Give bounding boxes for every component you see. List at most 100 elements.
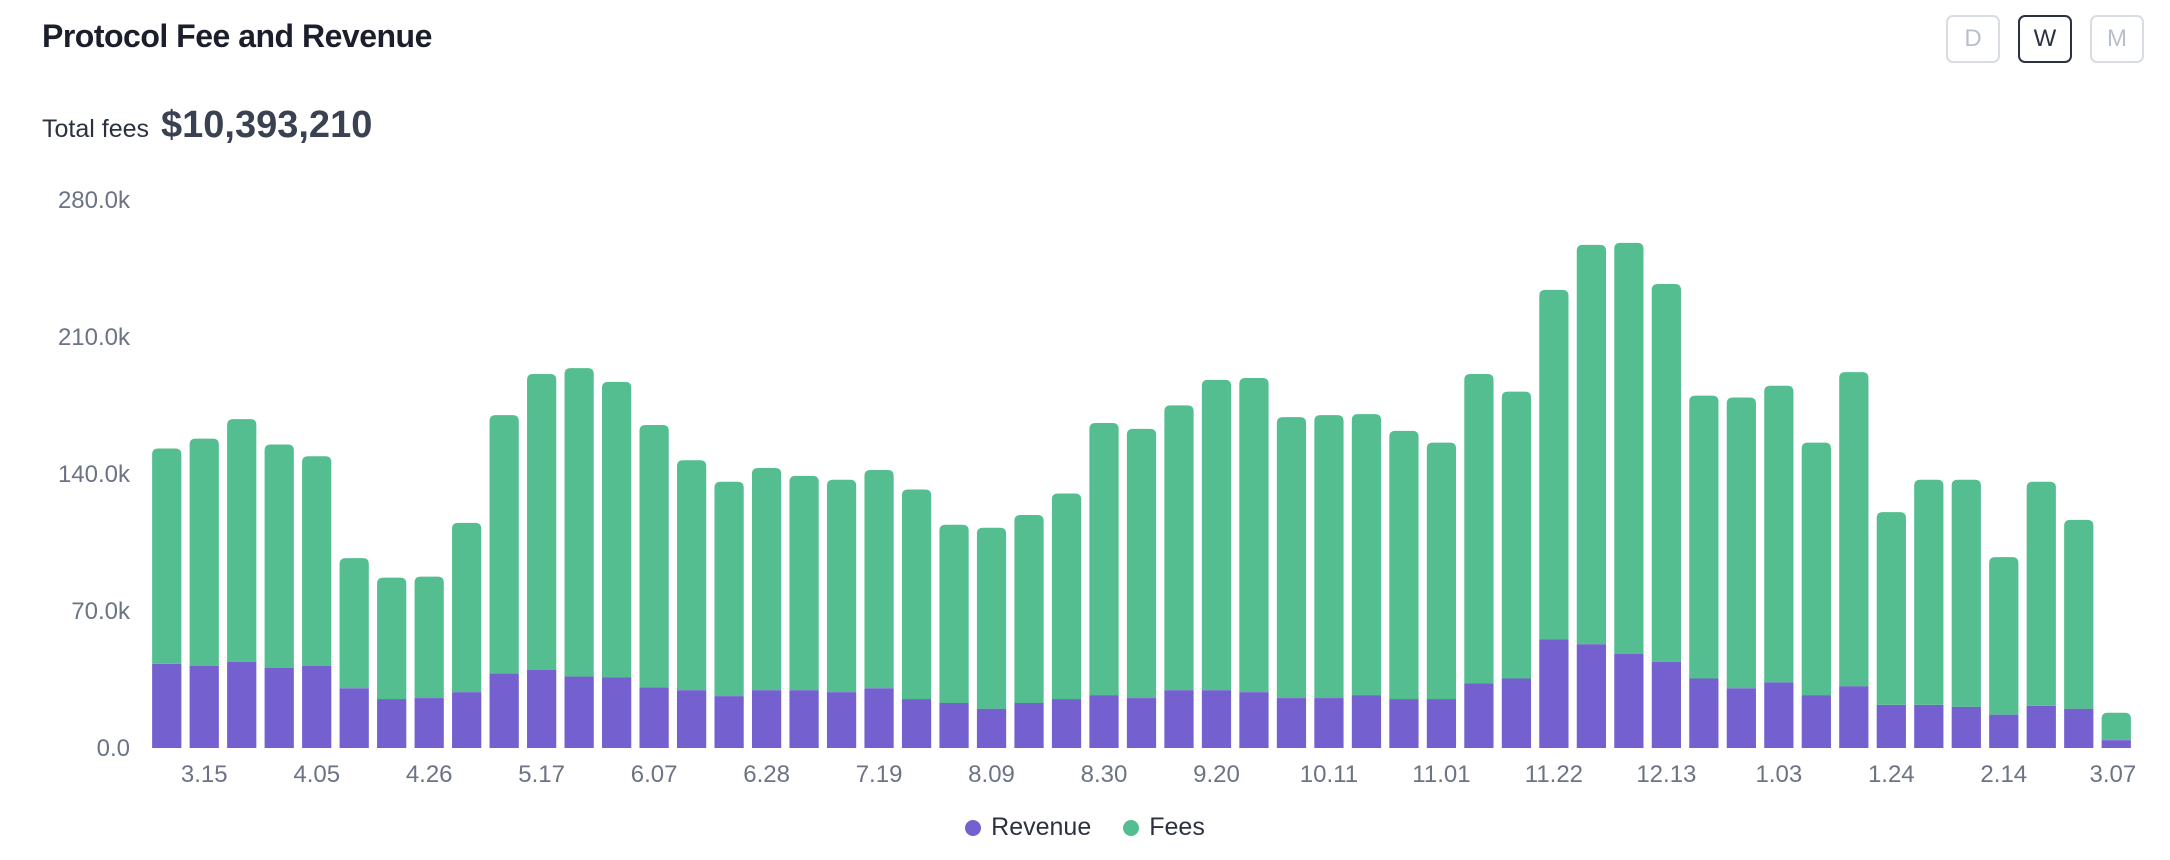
fees-bar[interactable]	[452, 522, 482, 693]
bar-stack[interactable]	[264, 444, 294, 748]
revenue-bar[interactable]	[527, 669, 557, 748]
bar-stack[interactable]	[1239, 377, 1269, 748]
bar-stack[interactable]	[489, 415, 519, 748]
bar-stack[interactable]	[676, 460, 707, 748]
fees-bar[interactable]	[976, 527, 1007, 709]
bar-stack[interactable]	[564, 368, 594, 748]
fees-bar[interactable]	[1389, 430, 1419, 700]
fees-bar[interactable]	[1876, 512, 1906, 705]
bar-stack[interactable]	[2064, 519, 2094, 748]
bar-stack[interactable]	[1126, 428, 1157, 748]
fees-bar[interactable]	[939, 524, 969, 703]
fees-bar[interactable]	[564, 368, 594, 677]
bar-stack[interactable]	[1726, 397, 1756, 748]
bar-stack[interactable]	[227, 419, 257, 748]
bar-stack[interactable]	[1201, 379, 1232, 748]
bar-stack[interactable]	[826, 479, 857, 748]
bar-stack[interactable]	[339, 558, 369, 748]
period-day-button[interactable]: D	[1946, 15, 2000, 63]
bar-stack[interactable]	[152, 448, 182, 748]
fees-bar[interactable]	[1689, 395, 1719, 679]
revenue-bar[interactable]	[976, 708, 1007, 748]
bar-stack[interactable]	[1801, 442, 1831, 748]
fees-bar[interactable]	[1726, 397, 1756, 689]
revenue-bar[interactable]	[1239, 692, 1269, 748]
fees-bar[interactable]	[1164, 405, 1194, 691]
revenue-bar[interactable]	[1389, 699, 1419, 748]
fees-bar[interactable]	[1314, 415, 1344, 699]
revenue-bar[interactable]	[2026, 705, 2056, 748]
bar-stack[interactable]	[527, 374, 557, 748]
bar-stack[interactable]	[1689, 395, 1719, 748]
fees-bar[interactable]	[2064, 519, 2094, 709]
revenue-bar[interactable]	[189, 665, 219, 748]
fees-bar[interactable]	[1914, 479, 1944, 705]
revenue-bar[interactable]	[1689, 678, 1719, 748]
bar-stack[interactable]	[1051, 493, 1082, 748]
revenue-bar[interactable]	[1576, 644, 1607, 748]
revenue-bar[interactable]	[864, 688, 894, 748]
revenue-bar[interactable]	[901, 699, 932, 748]
fees-bar[interactable]	[1651, 283, 1681, 662]
fees-bar[interactable]	[2026, 481, 2056, 706]
bar-stack[interactable]	[1426, 442, 1457, 748]
bar-stack[interactable]	[602, 381, 632, 748]
fees-bar[interactable]	[826, 479, 857, 693]
period-week-button[interactable]: W	[2018, 15, 2072, 63]
revenue-bar[interactable]	[414, 698, 444, 748]
bar-stack[interactable]	[1089, 422, 1119, 748]
bar-stack[interactable]	[1351, 414, 1382, 748]
legend-item-fees[interactable]: Fees	[1123, 813, 1205, 842]
fees-bar[interactable]	[1014, 515, 1044, 703]
revenue-bar[interactable]	[1426, 699, 1457, 748]
bar-stack[interactable]	[1651, 283, 1681, 748]
revenue-bar[interactable]	[302, 665, 332, 748]
bar-stack[interactable]	[639, 424, 669, 748]
fees-bar[interactable]	[1051, 493, 1082, 700]
fees-bar[interactable]	[864, 469, 894, 689]
fees-bar[interactable]	[1764, 385, 1794, 683]
fees-bar[interactable]	[751, 468, 782, 691]
revenue-bar[interactable]	[639, 687, 669, 748]
revenue-bar[interactable]	[1276, 698, 1307, 748]
revenue-bar[interactable]	[2101, 740, 2131, 748]
revenue-bar[interactable]	[939, 702, 969, 748]
revenue-bar[interactable]	[264, 667, 294, 748]
bar-stack[interactable]	[414, 576, 444, 748]
fees-bar[interactable]	[1801, 442, 1831, 696]
fees-bar[interactable]	[189, 438, 219, 666]
fees-bar[interactable]	[1276, 417, 1307, 699]
bar-stack[interactable]	[1764, 385, 1794, 748]
fees-bar[interactable]	[639, 424, 669, 688]
bar-stack[interactable]	[1314, 415, 1344, 748]
fees-bar[interactable]	[339, 558, 369, 689]
bar-stack[interactable]	[2101, 712, 2131, 748]
revenue-bar[interactable]	[152, 663, 182, 748]
revenue-bar[interactable]	[826, 692, 857, 748]
revenue-bar[interactable]	[1876, 704, 1906, 748]
bar-stack[interactable]	[864, 469, 894, 748]
revenue-bar[interactable]	[452, 692, 482, 748]
revenue-bar[interactable]	[1164, 690, 1194, 748]
bar-stack[interactable]	[1539, 289, 1569, 748]
fees-bar[interactable]	[414, 576, 444, 699]
fees-bar[interactable]	[1614, 242, 1644, 655]
fees-bar[interactable]	[1201, 379, 1232, 691]
revenue-bar[interactable]	[1314, 698, 1344, 748]
fees-bar[interactable]	[1576, 244, 1607, 645]
fees-bar[interactable]	[1539, 289, 1569, 640]
revenue-bar[interactable]	[1651, 661, 1681, 748]
revenue-bar[interactable]	[1801, 695, 1831, 748]
bar-stack[interactable]	[789, 475, 819, 748]
fees-bar[interactable]	[377, 577, 407, 700]
fees-bar[interactable]	[152, 448, 182, 664]
revenue-bar[interactable]	[339, 688, 369, 748]
revenue-bar[interactable]	[564, 676, 594, 748]
fees-bar[interactable]	[489, 415, 519, 674]
fees-bar[interactable]	[602, 381, 632, 678]
revenue-bar[interactable]	[602, 677, 632, 748]
bar-stack[interactable]	[1951, 479, 1981, 748]
revenue-bar[interactable]	[1126, 698, 1157, 748]
bar-stack[interactable]	[1876, 512, 1906, 748]
revenue-bar[interactable]	[489, 673, 519, 748]
